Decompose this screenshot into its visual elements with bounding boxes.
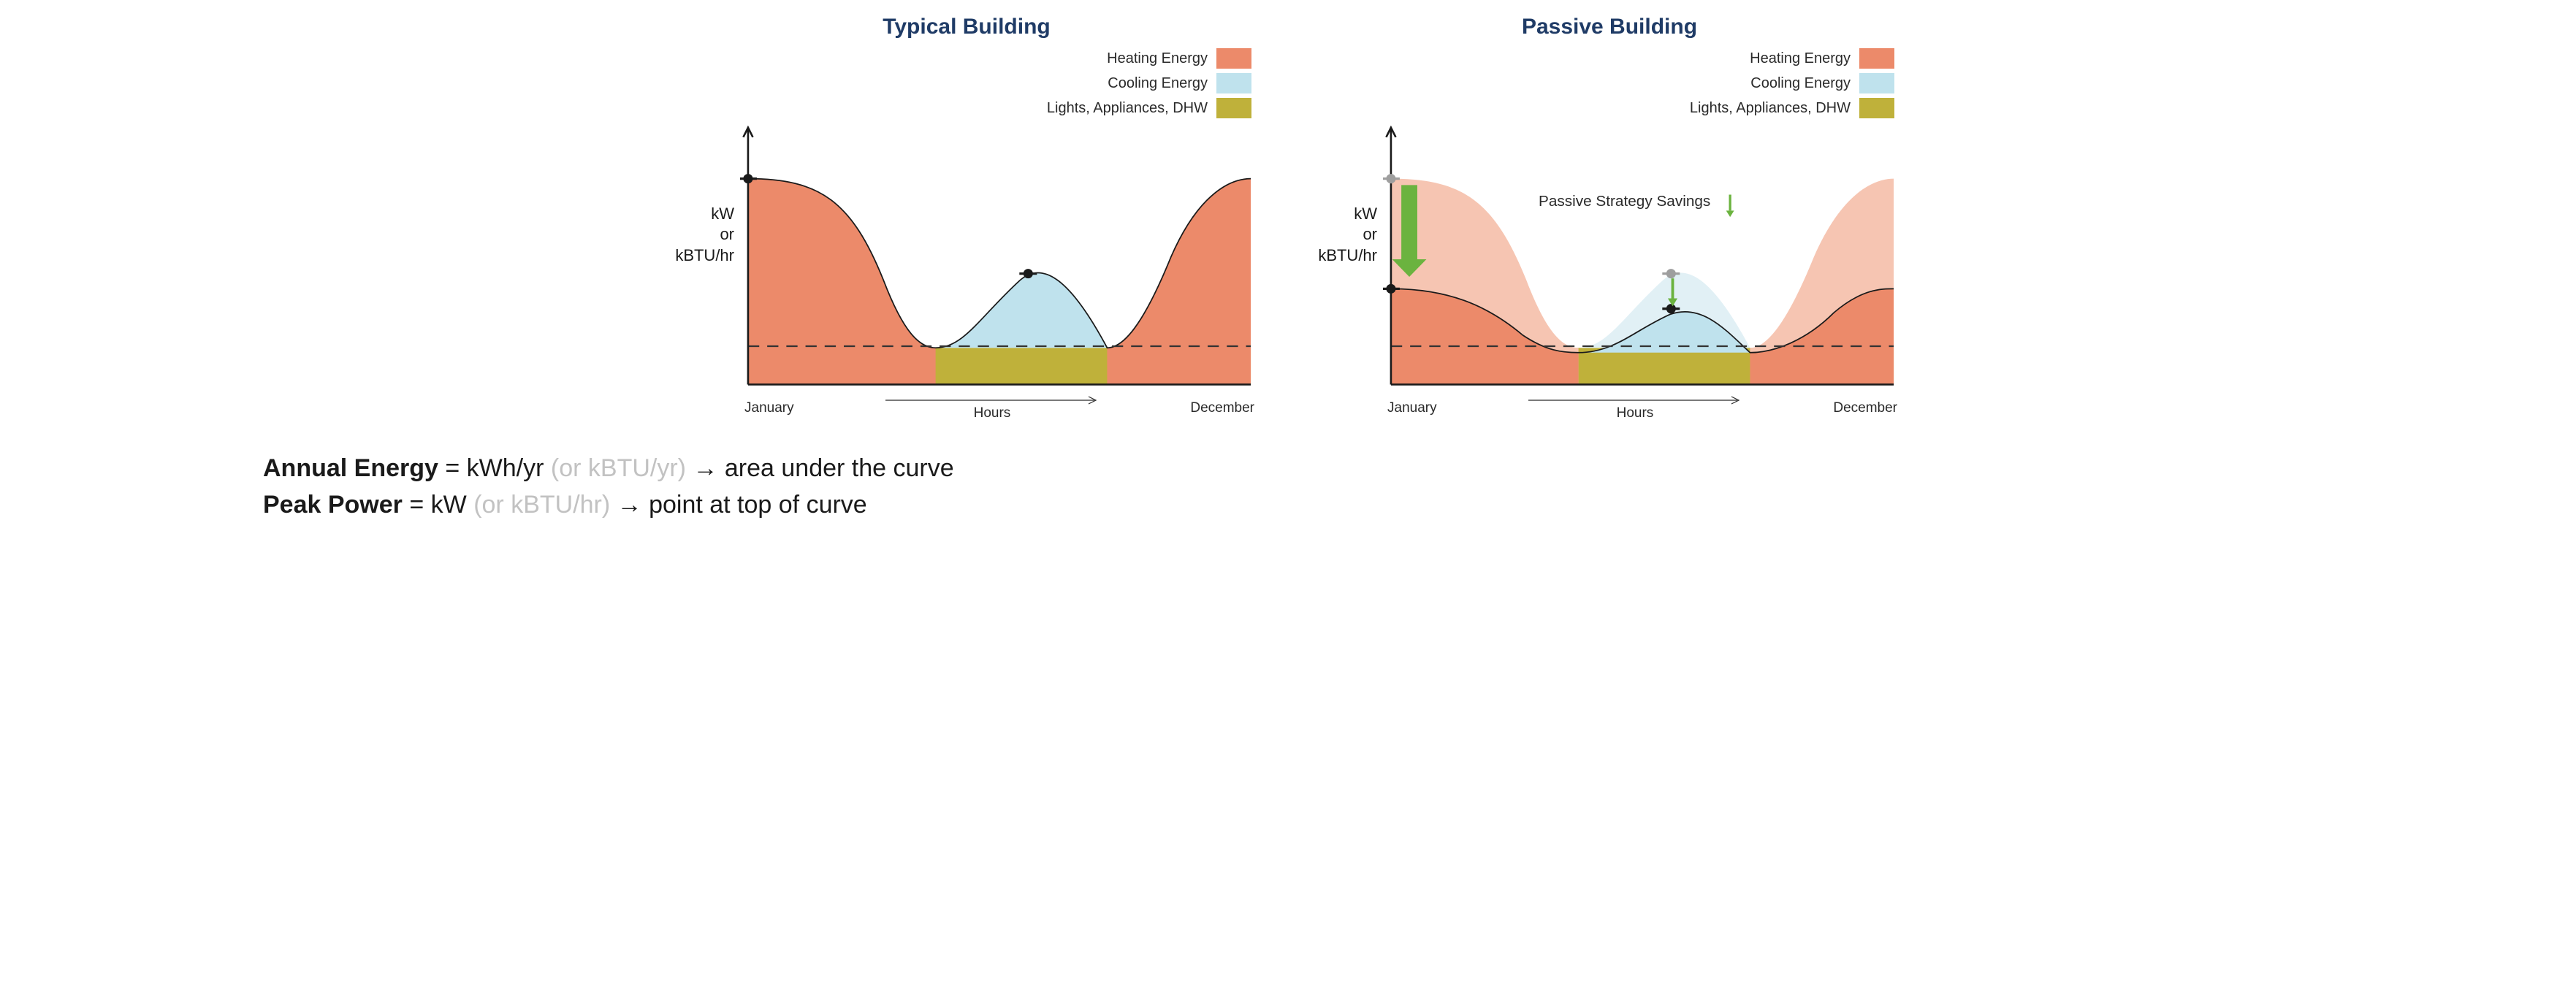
title-passive: Passive Building: [1522, 15, 1697, 39]
legend-cooling: Cooling Energy: [1047, 73, 1251, 93]
x-axis-right: January Hours December: [1383, 392, 1902, 421]
legend-cooling-swatch-r: [1859, 73, 1894, 93]
x-axis-arrow-icon: [883, 395, 1102, 405]
y-axis-label-right: kW or kBTU/hr: [1317, 204, 1383, 267]
legend-right: Heating Energy Cooling Energy Lights, Ap…: [1690, 48, 1902, 118]
legend-base: Lights, Appliances, DHW: [1047, 98, 1251, 118]
legend-heating-text-r: Heating Energy: [1750, 50, 1851, 67]
legend-heating-r: Heating Energy: [1690, 48, 1894, 69]
legend-base-swatch: [1216, 98, 1251, 118]
legend-left: Heating Energy Cooling Energy Lights, Ap…: [1047, 48, 1259, 118]
passive-building-panel: Passive Building kW or kBTU/hr Heating E…: [1317, 15, 1902, 421]
charts-row: Typical Building kW or kBTU/hr Heating E…: [29, 15, 2547, 421]
legend-base-swatch-r: [1859, 98, 1894, 118]
x-label-left: Hours: [974, 405, 1011, 421]
x-start-right: January: [1387, 400, 1437, 416]
legend-heating: Heating Energy: [1047, 48, 1251, 69]
x-label-right: Hours: [1617, 405, 1654, 421]
legend-base-text: Lights, Appliances, DHW: [1047, 100, 1208, 117]
legend-cooling-text-r: Cooling Energy: [1750, 75, 1851, 92]
typical-chart: [740, 121, 1259, 392]
y-axis-label-left: kW or kBTU/hr: [674, 204, 740, 267]
legend-cooling-text: Cooling Energy: [1108, 75, 1208, 92]
footer-line-annual: Annual Energy = kWh/yr (or kBTU/yr) → ar…: [263, 451, 2547, 486]
footer-definitions: Annual Energy = kWh/yr (or kBTU/yr) → ar…: [29, 451, 2547, 523]
legend-cooling-swatch: [1216, 73, 1251, 93]
typical-building-panel: Typical Building kW or kBTU/hr Heating E…: [674, 15, 1259, 421]
legend-heating-swatch-r: [1859, 48, 1894, 69]
legend-heating-swatch: [1216, 48, 1251, 69]
x-axis-arrow-icon-r: [1525, 395, 1745, 405]
x-end-right: December: [1833, 400, 1897, 416]
x-axis-left: January Hours December: [740, 392, 1259, 421]
footer-line-peak: Peak Power = kW (or kBTU/hr) → point at …: [263, 487, 2547, 523]
svg-text:Passive Strategy Savings: Passive Strategy Savings: [1539, 193, 1710, 210]
passive-chart: Passive Strategy Savings: [1383, 121, 1902, 392]
x-start-left: January: [744, 400, 794, 416]
x-end-left: December: [1190, 400, 1254, 416]
legend-heating-text: Heating Energy: [1107, 50, 1208, 67]
legend-base-text-r: Lights, Appliances, DHW: [1690, 100, 1851, 117]
legend-cooling-r: Cooling Energy: [1690, 73, 1894, 93]
legend-base-r: Lights, Appliances, DHW: [1690, 98, 1894, 118]
title-typical: Typical Building: [883, 15, 1050, 39]
